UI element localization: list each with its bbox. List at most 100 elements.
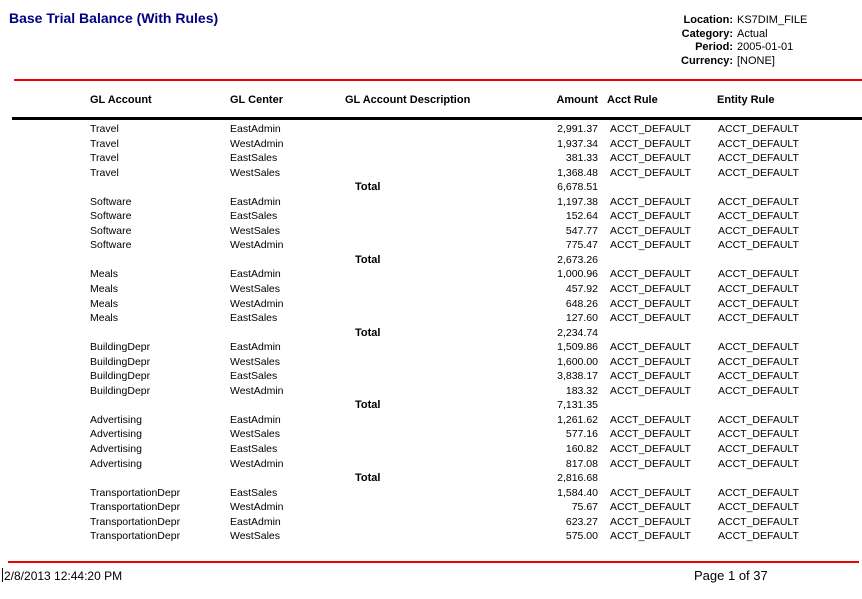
cell-amount: 1,584.40	[557, 486, 598, 499]
table-body: Travel EastAdmin 2,991.37 ACCT_DEFAULT ACCT_…	[0, 122, 862, 544]
table-row: Advertising WestAdmin 817.08 ACCT_DEFAULT AC…	[0, 457, 862, 472]
cell-gl-account: Advertising	[90, 428, 142, 441]
location-label: Location:	[683, 14, 734, 26]
cell-entity-rule: ACCT_DEFAULT	[718, 515, 799, 528]
cell-gl-center: EastSales	[230, 486, 278, 499]
cell-gl-account: Advertising	[90, 413, 142, 426]
total-amount: 2,673.26	[557, 253, 598, 266]
footer-left-tick	[2, 568, 3, 582]
table-total-row: Total 2,673.26	[0, 253, 862, 268]
table-row: Software WestSales 547.77 ACCT_DEFAULT ACCT_…	[0, 224, 862, 239]
cell-entity-rule: ACCT_DEFAULT	[718, 268, 799, 281]
table-row: Meals EastAdmin 1,000.96 ACCT_DEFAULT ACCT_D…	[0, 267, 862, 282]
category-label: Category:	[681, 27, 733, 40]
page-number: Page 1 of 37	[694, 568, 768, 583]
cell-gl-account: Travel	[90, 123, 119, 135]
cell-gl-account: Advertising	[90, 457, 142, 470]
cell-amount: 127.60	[565, 312, 598, 325]
category-value: Actual	[737, 27, 768, 40]
cell-acct-rule: ACCT_DEFAULT	[610, 239, 691, 252]
cell-entity-rule: ACCT_DEFAULT	[718, 428, 799, 441]
table-row: BuildingDepr EastAdmin 1,509.86 ACCT_DEFAUL…	[0, 340, 862, 355]
cell-entity-rule: ACCT_DEFAULT	[718, 224, 799, 237]
table-row: Meals WestSales 457.92 ACCT_DEFAULT ACCT_DEF…	[0, 282, 862, 297]
info-row-period: Period: 2005-01-01	[635, 41, 835, 55]
cell-gl-center: WestAdmin	[230, 501, 284, 514]
total-amount: 6,678.51	[557, 181, 598, 194]
cell-amount: 1,197.38	[557, 195, 598, 208]
column-header-acct-rule: Acct Rule	[607, 94, 658, 106]
cell-entity-rule: ACCT_DEFAULT	[718, 166, 799, 179]
cell-gl-account: Meals	[90, 312, 119, 325]
cell-entity-rule: ACCT_DEFAULT	[718, 370, 799, 383]
cell-gl-account: TransportationDepr	[90, 501, 181, 514]
table-total-row: Total 7,131.35	[0, 398, 862, 413]
cell-acct-rule: ACCT_DEFAULT	[610, 210, 691, 223]
total-label: Total	[355, 472, 381, 485]
cell-amount: 575.00	[565, 530, 598, 543]
cell-amount: 1,509.86	[557, 341, 598, 354]
cell-acct-rule: ACCT_DEFAULT	[610, 283, 691, 296]
cell-amount: 152.64	[565, 210, 598, 223]
table-row: Travel EastSales 381.33 ACCT_DEFAULT ACCT_DE…	[0, 151, 862, 166]
info-row-currency: Currency: [NONE]	[635, 55, 835, 69]
table-row: TransportationDepr WestSales 575.00 ACCT_DE…	[0, 529, 862, 544]
cell-entity-rule: ACCT_DEFAULT	[718, 137, 799, 150]
cell-gl-center: WestSales	[230, 355, 280, 368]
cell-acct-rule: ACCT_DEFAULT	[610, 166, 691, 179]
table-row: Meals EastSales 127.60 ACCT_DEFAULT ACCT_DEF…	[0, 311, 862, 326]
cell-amount: 577.16	[565, 428, 598, 441]
cell-amount: 1,937.34	[557, 137, 598, 150]
cell-amount: 1,600.00	[557, 355, 598, 368]
cell-gl-center: EastAdmin	[230, 341, 281, 354]
cell-amount: 1,368.48	[557, 166, 598, 179]
cell-acct-rule: ACCT_DEFAULT	[610, 530, 691, 543]
table-row: BuildingDepr EastSales 3,838.17 ACCT_DEFAUL…	[0, 369, 862, 384]
cell-acct-rule: ACCT_DEFAULT	[610, 137, 691, 150]
cell-gl-account: BuildingDepr	[90, 355, 151, 368]
table-total-row: Total 6,678.51	[0, 180, 862, 195]
table-total-row: Total 2,816.68	[0, 471, 862, 486]
cell-entity-rule: ACCT_DEFAULT	[718, 341, 799, 354]
cell-acct-rule: ACCT_DEFAULT	[610, 224, 691, 237]
cell-acct-rule: ACCT_DEFAULT	[610, 152, 691, 165]
cell-gl-account: Meals	[90, 297, 119, 310]
cell-gl-account: BuildingDepr	[90, 341, 151, 354]
table-row: Software EastSales 152.64 ACCT_DEFAULT ACCT_…	[0, 209, 862, 224]
table-row: TransportationDepr WestAdmin 75.67 ACCT_DEF…	[0, 500, 862, 515]
cell-gl-account: Travel	[90, 166, 119, 179]
report-timestamp: 2/8/2013 12:44:20 PM	[4, 569, 123, 583]
cell-acct-rule: ACCT_DEFAULT	[610, 457, 691, 470]
total-amount: 2,234.74	[557, 326, 598, 339]
cell-gl-center: EastSales	[230, 312, 278, 325]
cell-entity-rule: ACCT_DEFAULT	[718, 384, 799, 397]
table-row: Software WestAdmin 775.47 ACCT_DEFAULT ACCT_…	[0, 238, 862, 253]
cell-amount: 3,838.17	[557, 370, 598, 383]
cell-acct-rule: ACCT_DEFAULT	[610, 370, 691, 383]
table-row: Advertising EastAdmin 1,261.62 ACCT_DEFAULT…	[0, 413, 862, 428]
cell-acct-rule: ACCT_DEFAULT	[610, 341, 691, 354]
cell-gl-account: TransportationDepr	[90, 515, 181, 528]
cell-acct-rule: ACCT_DEFAULT	[610, 501, 691, 514]
cell-gl-account: Advertising	[90, 443, 142, 456]
bottom-red-divider	[8, 561, 859, 563]
total-label: Total	[355, 253, 381, 266]
column-header-gl-center: GL Center	[230, 94, 283, 106]
cell-acct-rule: ACCT_DEFAULT	[610, 355, 691, 368]
cell-gl-account: TransportationDepr	[90, 530, 181, 543]
cell-gl-center: EastAdmin	[230, 413, 281, 426]
cell-acct-rule: ACCT_DEFAULT	[610, 123, 691, 135]
cell-acct-rule: ACCT_DEFAULT	[610, 268, 691, 281]
cell-amount: 817.08	[565, 457, 598, 470]
table-row: Travel WestAdmin 1,937.34 ACCT_DEFAULT ACCT_…	[0, 137, 862, 152]
report-title: Base Trial Balance (With Rules)	[9, 10, 219, 26]
info-row-location: Location: KS7DIM_FILE	[635, 14, 835, 28]
cell-entity-rule: ACCT_DEFAULT	[718, 210, 799, 223]
column-header-gl-account: GL Account	[90, 94, 152, 106]
cell-amount: 1,000.96	[557, 268, 598, 281]
cell-gl-center: EastAdmin	[230, 123, 281, 135]
table-header: GL Account GL Center GL Account Descript…	[0, 94, 862, 110]
cell-acct-rule: ACCT_DEFAULT	[610, 443, 691, 456]
cell-amount: 183.32	[565, 384, 598, 397]
